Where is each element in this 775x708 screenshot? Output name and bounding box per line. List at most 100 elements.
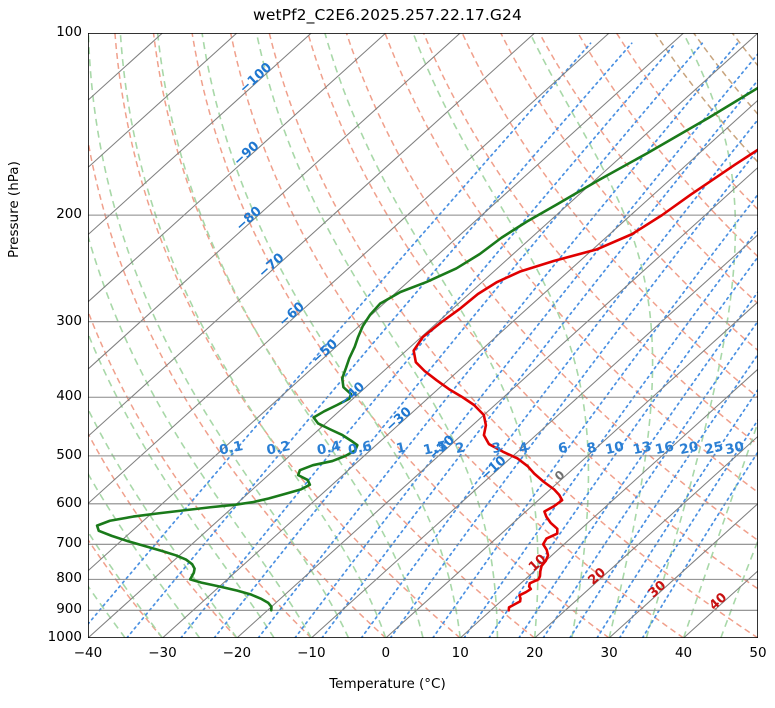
mixing-ratio-label: 2 bbox=[454, 440, 467, 458]
mixing-ratio-line bbox=[257, 42, 739, 638]
y-tick-label: 300 bbox=[56, 312, 82, 329]
mixing-ratio-line bbox=[596, 388, 758, 638]
y-axis-label: Pressure (hPa) bbox=[6, 161, 22, 258]
dry-adiabat-line bbox=[229, 33, 684, 638]
mixing-ratio-label: 8 bbox=[585, 440, 598, 458]
x-tick-label: 30 bbox=[600, 645, 618, 661]
mixing-ratio-line bbox=[463, 227, 758, 638]
isotherm-line bbox=[459, 368, 758, 638]
mixing-ratio-line bbox=[641, 450, 758, 638]
sounding-dewpoint-curve bbox=[95, 86, 758, 612]
isotherm-line bbox=[310, 233, 758, 638]
mixing-ratio-line bbox=[389, 148, 758, 638]
moist-adiabat-line bbox=[156, 33, 424, 638]
mixing-ratio-line bbox=[360, 118, 758, 638]
x-tick-label: 10 bbox=[451, 645, 469, 661]
x-tick-label: −30 bbox=[148, 645, 177, 661]
isotherm-line bbox=[88, 33, 610, 505]
mixing-ratio-label: 0.6 bbox=[347, 438, 374, 459]
isotherm-line bbox=[88, 33, 312, 236]
dry-adiabat-line bbox=[384, 33, 758, 494]
x-tick-label: −20 bbox=[222, 645, 252, 661]
mixing-ratio-label: 1 bbox=[395, 440, 408, 458]
isotherm-line bbox=[608, 502, 758, 638]
sounding-temperature-curve bbox=[412, 148, 758, 612]
isotherm-line bbox=[88, 33, 387, 303]
dry-adiabats-group bbox=[88, 33, 758, 638]
moist-adiabat-line bbox=[88, 584, 126, 638]
x-tick-label: 50 bbox=[749, 645, 767, 661]
y-tick-label: 600 bbox=[56, 494, 82, 511]
dry-adiabat-line bbox=[88, 137, 387, 638]
mixing-ratio-label: 6 bbox=[557, 440, 570, 458]
mixing-ratio-line bbox=[618, 418, 758, 638]
y-tick-label: 800 bbox=[56, 570, 82, 587]
moist-adiabat-line bbox=[201, 33, 462, 638]
dry-adiabat-line bbox=[88, 538, 164, 638]
plot-area: −100 −90 −80 −70 −60 −50 −40 −30 −20 −10 10 20 30 40 0… bbox=[88, 33, 758, 638]
moist-adiabat-line bbox=[88, 530, 164, 638]
mixing-ratio-label: 30 bbox=[724, 439, 746, 459]
isotherms-group bbox=[88, 33, 758, 638]
isobars-group bbox=[88, 33, 758, 638]
moist-adiabat-line bbox=[119, 33, 387, 638]
y-tick-label: 900 bbox=[56, 601, 82, 618]
mixing-ratio-label: 0.2 bbox=[265, 438, 292, 459]
mixing-ratio-label: 20 bbox=[678, 439, 700, 459]
moist-adiabat-line bbox=[412, 33, 590, 638]
moist-adiabat-line bbox=[88, 331, 275, 638]
dry-adiabat-line bbox=[114, 33, 461, 638]
mixing-ratio-line bbox=[88, 42, 592, 626]
mixing-ratio-label: 0.4 bbox=[316, 438, 343, 459]
moist-adiabat-line bbox=[88, 472, 201, 638]
y-tick-label: 400 bbox=[56, 388, 82, 405]
moist-adiabats-group bbox=[88, 33, 758, 638]
x-axis-label: Temperature (°C) bbox=[329, 676, 446, 692]
y-tick-label: 500 bbox=[56, 446, 82, 463]
mixing-ratio-label: 13 bbox=[631, 439, 653, 459]
chart-title: wetPf2_C2E6.2025.257.22.17.G24 bbox=[253, 6, 522, 24]
moist-adiabat-line bbox=[255, 33, 499, 638]
mixing-ratio-line bbox=[125, 42, 633, 638]
x-tick-label: 40 bbox=[674, 645, 693, 661]
isotherm-line bbox=[162, 99, 758, 638]
isotherm-line bbox=[88, 33, 684, 572]
moist-adiabat-line bbox=[88, 407, 238, 638]
dry-adiabat-line bbox=[422, 33, 758, 446]
dry-adiabat-line bbox=[268, 33, 758, 638]
moist-adiabat-line bbox=[324, 33, 539, 638]
y-tick-label: 700 bbox=[56, 535, 82, 552]
mixing-ratio-line bbox=[518, 290, 758, 638]
mixing-ratio-line bbox=[294, 52, 758, 638]
x-tick-label: 0 bbox=[381, 645, 391, 661]
dry-adiabat-line bbox=[152, 33, 536, 638]
isotherm-line bbox=[236, 166, 758, 638]
mixing-ratio-label: 3 bbox=[490, 440, 503, 458]
mixing-ratio-line bbox=[542, 319, 758, 638]
mixing-ratio-label: 10 bbox=[604, 439, 626, 459]
x-tick-label: 20 bbox=[526, 645, 544, 661]
dry-adiabat-line bbox=[461, 33, 758, 399]
y-tick-label: 200 bbox=[56, 206, 82, 223]
dry-adiabat-line bbox=[500, 33, 758, 352]
mixing-ratio-label: 0.1 bbox=[218, 438, 245, 459]
moist-adiabat-line bbox=[88, 33, 350, 638]
mixing-ratio-label: 4 bbox=[517, 440, 530, 458]
mixing-ratio-label: 25 bbox=[703, 439, 725, 459]
isotherm-line bbox=[88, 33, 238, 169]
mixing-ratio-line bbox=[568, 352, 758, 638]
isotherm-line bbox=[88, 33, 536, 438]
isotherm-line bbox=[88, 33, 461, 370]
moist-adiabat-line bbox=[528, 33, 654, 638]
isotherm-line bbox=[534, 435, 758, 638]
y-tick-label: 1000 bbox=[47, 629, 82, 645]
x-tick-label: −10 bbox=[297, 645, 326, 661]
mixing-ratio-label: 1.5 bbox=[422, 438, 449, 459]
isotherm-line bbox=[385, 301, 758, 638]
mixing-ratio-line bbox=[321, 78, 758, 638]
skewt-canvas: −100−90−80−70−60−50−40−30−20−10102030400… bbox=[88, 33, 758, 638]
sounding-curves-group bbox=[95, 86, 758, 612]
y-tick-label: 100 bbox=[56, 24, 82, 40]
x-tick-label: −40 bbox=[73, 645, 103, 661]
